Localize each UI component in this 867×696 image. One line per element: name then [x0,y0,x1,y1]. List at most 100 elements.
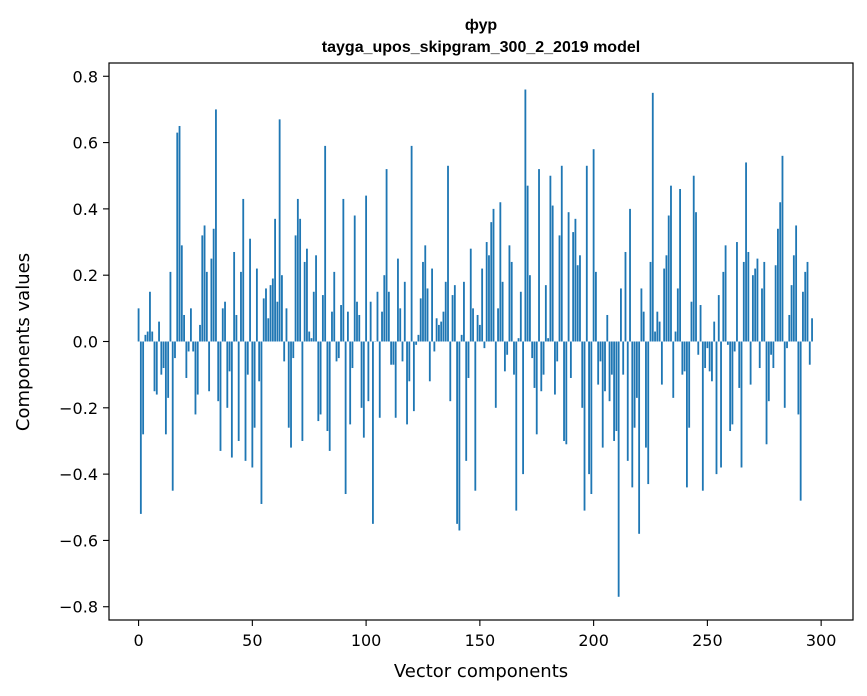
bar-246 [697,341,700,355]
bar-225 [649,261,652,342]
y-tick-label: 0.8 [73,67,98,86]
bar-37 [221,308,224,342]
bar-267 [745,162,747,342]
bar-106 [378,341,381,418]
bar-290 [797,341,800,415]
bar-168 [519,291,522,342]
bar-157 [494,341,497,408]
y-tick-label: −0.4 [59,465,98,484]
bar-198 [588,341,590,475]
bar-180 [547,338,550,342]
bar-102 [369,301,372,342]
bar-11 [162,341,165,369]
x-tick-label: 50 [242,631,262,650]
bar-215 [626,341,629,461]
y-tick-label: −0.8 [59,598,98,617]
bar-195 [581,341,584,408]
bar-200 [592,149,595,342]
bar-172 [529,275,531,342]
bar-48 [246,341,249,375]
bar-247 [699,305,702,342]
bar-243 [690,301,693,342]
bar-119 [408,341,411,382]
bar-84 [328,341,331,451]
bar-277 [767,341,770,402]
y-tick-label: −0.2 [59,399,98,418]
bar-25 [194,341,197,415]
x-tick-label: 250 [692,631,723,650]
bar-291 [799,341,802,501]
bar-174 [533,341,536,388]
bar-229 [658,321,661,342]
bar-296 [811,318,813,342]
bar-270 [751,275,754,342]
bar-151 [481,268,484,342]
bar-252 [711,341,713,382]
bar-150 [478,324,481,342]
bar-295 [808,341,811,365]
bar-70 [296,198,299,342]
bar-121 [412,341,415,412]
bar-221 [640,288,643,342]
bar-44 [237,341,240,441]
bar-77 [312,291,315,342]
bar-15 [171,341,174,491]
bar-146 [469,248,472,342]
bar-220 [638,341,641,534]
bar-244 [692,175,695,342]
bar-60 [274,218,276,342]
bar-4 [146,331,149,342]
bar-153 [485,242,488,342]
bar-123 [417,334,420,342]
y-tick-label: 0.4 [73,200,98,219]
bar-185 [558,235,561,342]
bar-173 [531,341,534,359]
bar-178 [542,341,545,375]
bar-82 [324,145,327,342]
bar-105 [376,291,379,342]
bar-125 [422,261,424,342]
bar-288 [792,255,795,342]
bar-26 [196,341,199,395]
bar-136 [447,165,449,342]
plot-frame [108,62,854,621]
x-axis-label: Vector components [394,661,568,682]
bar-5 [149,291,151,342]
bar-179 [544,285,547,342]
bar-293 [804,271,807,342]
bar-75 [308,331,311,342]
bar-22 [187,341,190,352]
bar-12 [164,341,167,435]
bar-276 [765,341,768,445]
bar-235 [672,341,675,398]
bar-120 [410,145,413,342]
bar-58 [269,285,272,342]
bar-201 [594,271,597,342]
bar-281 [777,228,779,342]
bar-162 [506,341,509,355]
bar-69 [294,235,297,342]
bar-28 [201,235,204,342]
bar-76 [310,338,313,342]
bar-8 [155,341,158,395]
bar-27 [199,324,201,342]
bar-289 [795,225,798,342]
bar-175 [535,341,538,435]
bar-95 [353,215,356,342]
bar-163 [508,245,511,342]
bar-248 [701,341,704,491]
bar-96 [356,301,358,342]
bar-155 [490,222,493,342]
bar-218 [633,341,636,428]
bar-110 [387,291,390,342]
bar-118 [406,341,408,425]
bar-47 [244,341,247,461]
bar-73 [303,261,306,342]
bar-85 [331,311,333,342]
bar-236 [674,331,677,342]
bar-169 [522,341,524,475]
bar-207 [608,341,611,402]
x-axis-ticks: 0 50 100 150 200 250 300 [133,620,836,650]
bar-287 [790,285,793,342]
